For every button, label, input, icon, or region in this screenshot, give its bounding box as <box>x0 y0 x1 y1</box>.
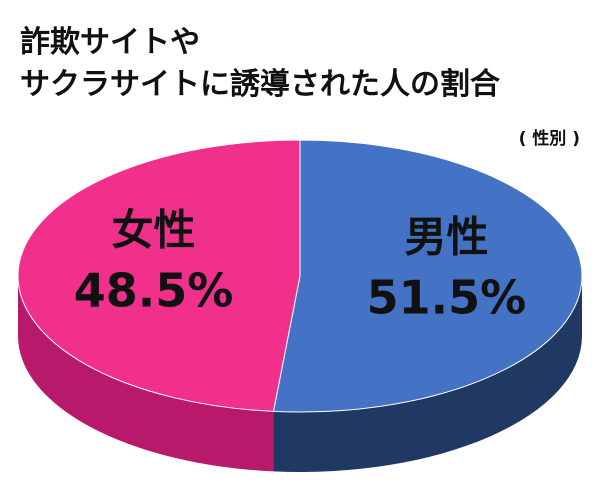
chart-title-line-2: サクラサイトに誘導された人の割合 <box>20 67 500 102</box>
pie-slice-value-0: 51.5% <box>367 270 527 324</box>
pie-slice-value-1: 48.5% <box>74 264 234 318</box>
chart-subtitle: ( 性別 ) <box>518 129 580 149</box>
pie-slice-0 <box>272 139 583 413</box>
pie-slice-1 <box>17 139 301 412</box>
pie-slice-label-0: 男性 <box>404 212 488 261</box>
pie-side-0 <box>273 276 583 472</box>
pie-tops <box>17 139 583 413</box>
chart-title-line-1: 詐欺サイトや <box>20 25 200 60</box>
pie-slice-label-1: 女性 <box>112 206 196 255</box>
pie-sides <box>18 276 583 472</box>
chart-title: 詐欺サイトや サクラサイトに誘導された人の割合 <box>20 22 500 106</box>
pie-labels: 男性 51.5% 女性 48.5% <box>74 206 527 325</box>
pie-side-1 <box>18 276 274 472</box>
